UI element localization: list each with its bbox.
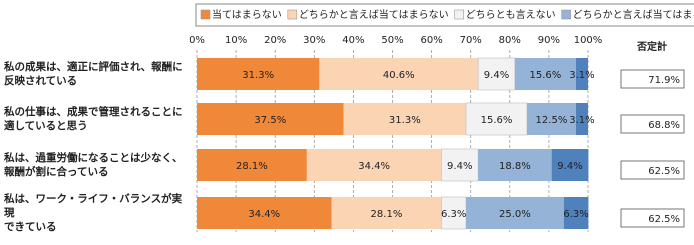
bar-segment (441, 196, 467, 230)
value-label: 12.5% (536, 115, 568, 126)
category-label: 私は、過重労働になることは少なく、 報酬が割に合っている (4, 152, 183, 178)
value-label: 28.1% (236, 161, 268, 172)
legend-label: どちらとも言えない (466, 8, 556, 21)
bar-segment (343, 103, 467, 135)
value-label: 34.4% (358, 161, 390, 172)
legend-swatch (454, 9, 464, 20)
value-label: 31.3% (389, 115, 421, 126)
value-label: 15.6% (529, 70, 561, 81)
legend-label: どちらかと言えば当てはまらない (299, 8, 449, 21)
bar-segment (478, 149, 552, 181)
bar-segment (197, 149, 307, 181)
bar-segment (575, 58, 588, 90)
legend-label: 当てはまらない (212, 8, 282, 21)
bar-segment (319, 58, 479, 90)
total-value: 71.9% (648, 75, 680, 86)
legend-swatch (287, 9, 298, 20)
value-label: 15.6% (481, 115, 513, 126)
total-value: 68.8% (648, 120, 680, 131)
x-tick-label: 100% (574, 35, 603, 46)
x-tick-label: 40% (342, 35, 364, 46)
x-tick-label: 0% (189, 35, 205, 46)
total-box (620, 160, 685, 180)
total-box (620, 114, 685, 134)
category-label: 私の成果は、適正に評価され、報酬に 反映されている (4, 61, 183, 87)
x-tick-label: 30% (303, 35, 325, 46)
category-label: 私の仕事は、成果で管理されることに 適していると思う (4, 106, 183, 132)
bar-segment (197, 58, 320, 90)
value-label: 18.8% (499, 161, 531, 172)
legend-label: どちらかと言えば当てはまる (573, 8, 694, 21)
value-label: 9.4% (557, 161, 582, 172)
bar-segment (527, 103, 576, 135)
x-tick-label: 80% (499, 35, 521, 46)
bar-segment (465, 102, 528, 136)
value-label: 28.1% (371, 209, 403, 220)
x-tick-label: 60% (420, 35, 442, 46)
legend-swatch (561, 9, 571, 20)
total-box (620, 208, 685, 228)
total-value: 62.5% (648, 166, 680, 177)
bar-segment (563, 197, 589, 229)
value-label: 6.3% (441, 209, 466, 220)
value-label: 9.4% (484, 70, 509, 81)
bar-segment (331, 197, 442, 229)
x-tick-label: 90% (538, 35, 560, 46)
bar-segment (197, 197, 332, 229)
x-tick-label: 50% (381, 35, 403, 46)
value-label: 37.5% (254, 115, 286, 126)
value-label: 25.0% (499, 209, 531, 220)
bar-segment (466, 197, 564, 229)
x-tick-label: 20% (264, 35, 286, 46)
value-label: 6.3% (563, 209, 588, 220)
x-tick-label: 70% (460, 35, 482, 46)
value-label: 3.1% (569, 70, 594, 81)
value-label: 31.3% (242, 70, 274, 81)
bar-segment (551, 149, 589, 181)
bar-segment (441, 148, 479, 182)
category-label: 私は、ワーク・ライフ・バランスが実現 できている (4, 193, 183, 233)
value-label: 34.4% (248, 209, 280, 220)
bar-segment (514, 58, 576, 90)
x-tick-label: 10% (225, 35, 247, 46)
value-label: 40.6% (383, 70, 415, 81)
bar-segment (306, 149, 442, 181)
total-title: 否定計 (636, 40, 667, 53)
bar-segment (197, 103, 344, 135)
total-box (620, 69, 685, 89)
legend-swatch (200, 9, 211, 20)
bar-segment (575, 103, 588, 135)
value-label: 3.1% (569, 115, 594, 126)
total-value: 62.5% (648, 214, 680, 225)
legend-box (195, 3, 694, 27)
value-label: 9.4% (447, 161, 472, 172)
